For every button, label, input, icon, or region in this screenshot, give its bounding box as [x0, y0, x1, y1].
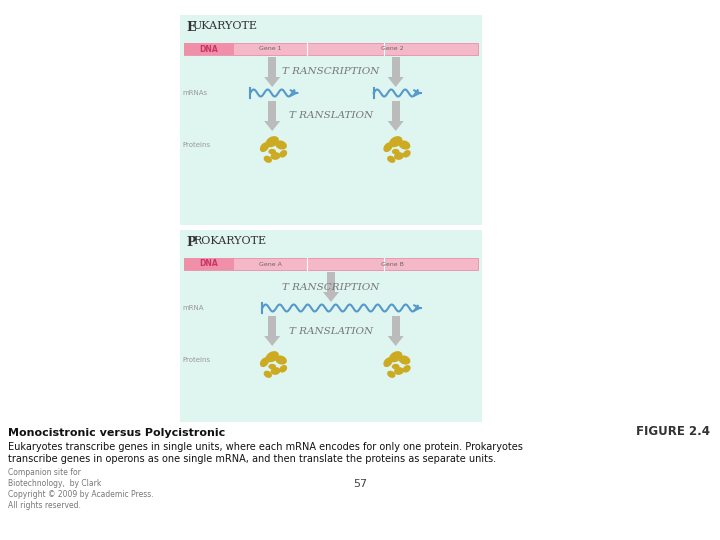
Bar [327, 272, 335, 292]
Text: Eukaryotes transcribe genes in single units, where each mRNA encodes for only on: Eukaryotes transcribe genes in single un… [8, 442, 523, 452]
Polygon shape [387, 121, 404, 131]
Bar [180, 230, 482, 422]
Bar [268, 316, 276, 336]
Ellipse shape [383, 357, 392, 367]
Ellipse shape [269, 364, 276, 369]
Text: transcribe genes in operons as one single mRNA, and then translate the proteins : transcribe genes in operons as one singl… [8, 454, 496, 464]
Polygon shape [264, 77, 280, 87]
Text: Copyright © 2009 by Academic Press.: Copyright © 2009 by Academic Press. [8, 490, 153, 499]
Text: T RANSCRIPTION: T RANSCRIPTION [282, 68, 379, 77]
Text: mRNAs: mRNAs [182, 90, 207, 96]
Ellipse shape [392, 364, 400, 369]
Polygon shape [264, 336, 280, 346]
Text: FIGURE 2.4: FIGURE 2.4 [636, 425, 710, 438]
Text: Proteins: Proteins [182, 142, 210, 148]
Text: Gene A: Gene A [259, 261, 282, 267]
Bar [184, 258, 478, 270]
Text: Biotechnology,  by Clark: Biotechnology, by Clark [8, 479, 102, 488]
Ellipse shape [402, 365, 410, 373]
Bar [180, 15, 482, 225]
Ellipse shape [402, 150, 410, 158]
Ellipse shape [275, 355, 287, 364]
Ellipse shape [271, 152, 280, 160]
Text: Gene 2: Gene 2 [382, 46, 404, 51]
Ellipse shape [271, 367, 280, 375]
Ellipse shape [399, 140, 410, 150]
Text: 57: 57 [353, 479, 367, 489]
Text: T RANSCRIPTION: T RANSCRIPTION [282, 282, 379, 292]
Text: All rights reserved.: All rights reserved. [8, 501, 81, 510]
Bar [268, 101, 276, 121]
Text: E: E [186, 21, 196, 34]
Text: Monocistronic versus Polycistronic: Monocistronic versus Polycistronic [8, 428, 225, 438]
Text: mRNA: mRNA [182, 305, 204, 311]
Bar [392, 101, 400, 121]
Ellipse shape [279, 150, 287, 158]
Bar [392, 57, 400, 77]
Text: Gene 1: Gene 1 [259, 46, 282, 51]
Ellipse shape [389, 136, 402, 147]
Text: UKARYOTE: UKARYOTE [193, 21, 258, 31]
Ellipse shape [394, 367, 404, 375]
Bar [184, 258, 234, 270]
Ellipse shape [260, 357, 269, 367]
Text: T RANSLATION: T RANSLATION [289, 111, 373, 120]
Polygon shape [387, 77, 404, 87]
Text: Proteins: Proteins [182, 357, 210, 363]
Ellipse shape [279, 365, 287, 373]
Ellipse shape [266, 351, 279, 362]
Text: DNA: DNA [199, 260, 218, 268]
Polygon shape [387, 336, 404, 346]
Ellipse shape [269, 149, 276, 154]
Ellipse shape [399, 355, 410, 364]
Ellipse shape [264, 156, 272, 163]
Ellipse shape [392, 149, 400, 154]
Ellipse shape [266, 136, 279, 147]
Polygon shape [323, 292, 339, 302]
Ellipse shape [260, 143, 269, 152]
Text: DNA: DNA [199, 44, 218, 53]
Text: Companion site for: Companion site for [8, 468, 81, 477]
Text: T RANSLATION: T RANSLATION [289, 327, 373, 335]
Bar [184, 43, 234, 55]
Ellipse shape [383, 143, 392, 152]
Ellipse shape [389, 351, 402, 362]
Bar [392, 316, 400, 336]
Ellipse shape [387, 370, 395, 378]
Ellipse shape [264, 370, 272, 378]
Ellipse shape [387, 156, 395, 163]
Text: Gene B: Gene B [382, 261, 404, 267]
Text: ROKARYOTE: ROKARYOTE [193, 236, 266, 246]
Ellipse shape [275, 140, 287, 150]
Polygon shape [264, 121, 280, 131]
Bar [268, 57, 276, 77]
Ellipse shape [394, 152, 404, 160]
Bar [184, 43, 478, 55]
Text: P: P [186, 236, 196, 249]
